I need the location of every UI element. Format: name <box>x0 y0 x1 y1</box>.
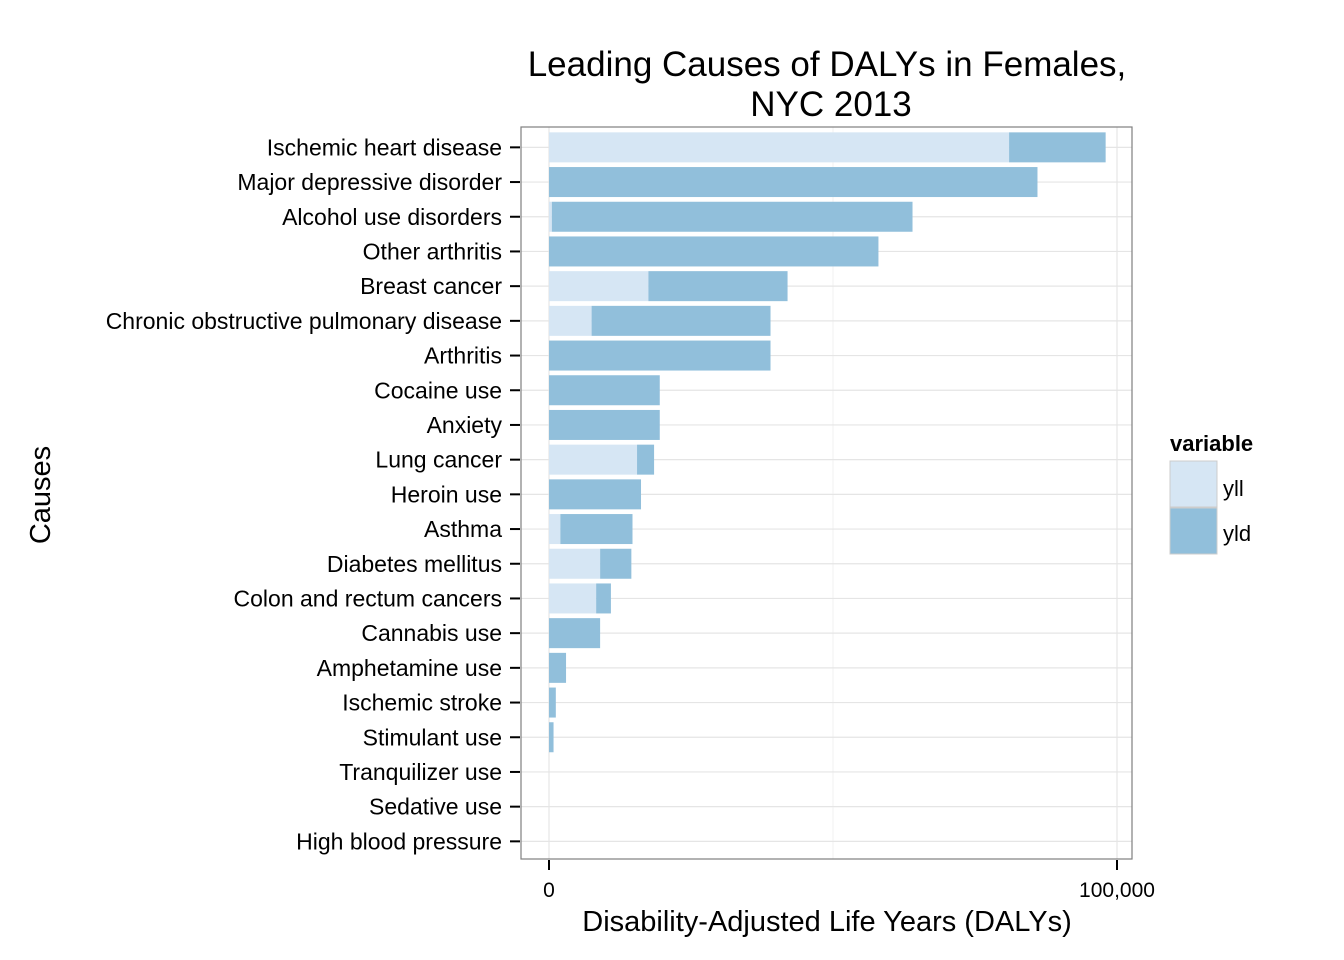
bar-yll-asthma <box>549 514 561 545</box>
category-label-stimulant-use: Stimulant use <box>363 724 502 750</box>
bar-yll-alcohol-use-disorders <box>549 201 552 232</box>
x-tick-label-100-000: 100,000 <box>1079 879 1155 902</box>
category-label-other-arthritis: Other arthritis <box>363 238 502 264</box>
legend-key-yll <box>1169 460 1218 508</box>
bar-yld-ischemic-stroke <box>549 687 556 718</box>
bar-yld-lung-cancer <box>637 444 655 475</box>
category-label-alcohol-use-disorders: Alcohol use disorders <box>282 204 502 230</box>
bar-yld-major-depressive-disorder <box>549 167 1038 198</box>
plot-panel-border <box>520 126 1133 860</box>
bar-yld-chronic-obstructive-pulmonary-disease <box>591 305 771 336</box>
y-axis-title: Causes <box>25 446 57 544</box>
bar-yld-diabetes-mellitus <box>600 548 632 579</box>
legend-key-yld <box>1169 507 1218 555</box>
category-label-heroin-use: Heroin use <box>391 481 502 507</box>
chart-title-line-2: NYC 2013 <box>750 85 911 124</box>
bar-yld-arthritis <box>549 340 771 371</box>
category-label-major-depressive-disorder: Major depressive disorder <box>237 169 502 195</box>
category-label-cannabis-use: Cannabis use <box>361 620 502 646</box>
bar-yld-cocaine-use <box>549 375 660 406</box>
bar-yld-alcohol-use-disorders <box>551 201 913 232</box>
category-label-tranquilizer-use: Tranquilizer use <box>339 759 502 785</box>
category-label-anxiety: Anxiety <box>427 412 503 438</box>
legend-title: variable <box>1170 431 1253 456</box>
legend-label-yld: yld <box>1223 521 1251 546</box>
category-label-ischemic-stroke: Ischemic stroke <box>342 690 502 716</box>
category-label-sedative-use: Sedative use <box>369 794 502 820</box>
bar-yld-anxiety <box>549 409 660 440</box>
bar-yld-asthma <box>560 514 633 545</box>
category-label-chronic-obstructive-pulmonary-disease: Chronic obstructive pulmonary disease <box>106 308 502 334</box>
legend: variable yll yld <box>1169 431 1253 555</box>
bar-yld-amphetamine-use <box>549 652 567 683</box>
category-label-amphetamine-use: Amphetamine use <box>317 655 502 681</box>
bar-yll-chronic-obstructive-pulmonary-disease <box>549 305 592 336</box>
bar-yll-diabetes-mellitus <box>549 548 601 579</box>
bars <box>549 132 1106 753</box>
bar-yld-other-arthritis <box>549 236 879 267</box>
chart-title-line-1: Leading Causes of DALYs in Females, <box>528 45 1127 84</box>
category-label-high-blood-pressure: High blood pressure <box>296 828 502 854</box>
bar-yll-breast-cancer <box>549 271 649 302</box>
category-label-ischemic-heart-disease: Ischemic heart disease <box>267 134 502 160</box>
bar-yll-ischemic-heart-disease <box>549 132 1010 163</box>
category-label-lung-cancer: Lung cancer <box>375 447 502 473</box>
bar-yll-lung-cancer <box>549 444 638 475</box>
x-tick-label-0: 0 <box>543 879 555 902</box>
category-label-cocaine-use: Cocaine use <box>374 377 502 403</box>
x-axis-title: Disability-Adjusted Life Years (DALYs) <box>582 906 1071 938</box>
bar-yld-colon-and-rectum-cancers <box>596 583 611 614</box>
category-label-breast-cancer: Breast cancer <box>360 273 502 299</box>
bar-yld-breast-cancer <box>648 271 788 302</box>
bar-yld-stimulant-use <box>549 722 554 753</box>
bar-yld-heroin-use <box>549 479 642 510</box>
bar-yld-cannabis-use <box>549 618 601 649</box>
category-label-colon-and-rectum-cancers: Colon and rectum cancers <box>234 585 502 611</box>
category-label-arthritis: Arthritis <box>424 343 502 369</box>
legend-label-yll: yll <box>1223 476 1244 501</box>
category-label-diabetes-mellitus: Diabetes mellitus <box>327 551 502 577</box>
category-label-asthma: Asthma <box>424 516 502 542</box>
y-axis: Ischemic heart disease Major depressive d… <box>106 134 520 854</box>
x-axis: 0 100,000 <box>543 860 1155 902</box>
bar-yll-colon-and-rectum-cancers <box>549 583 597 614</box>
bar-yld-ischemic-heart-disease <box>1009 132 1106 163</box>
